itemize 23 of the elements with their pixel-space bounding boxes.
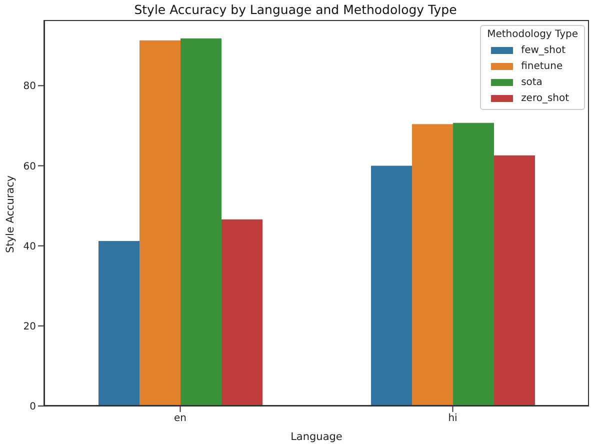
legend-label: finetune bbox=[521, 60, 563, 72]
bar bbox=[371, 166, 412, 406]
bar bbox=[494, 155, 535, 406]
bar bbox=[180, 38, 222, 406]
x-tick-label: en bbox=[174, 413, 186, 424]
legend-label: sota bbox=[521, 76, 542, 88]
y-tick-label: 60 bbox=[23, 161, 36, 172]
x-tick-label: hi bbox=[448, 413, 458, 424]
bar bbox=[453, 122, 494, 406]
y-tick-label: 0 bbox=[30, 402, 36, 413]
bar bbox=[140, 40, 180, 406]
bar bbox=[222, 219, 262, 406]
legend-label: few_shot bbox=[521, 44, 566, 56]
bar bbox=[412, 124, 453, 406]
legend-title: Methodology Type bbox=[487, 29, 578, 40]
chart-title: Style Accuracy by Language and Methodology Type bbox=[133, 2, 458, 17]
y-tick-label: 80 bbox=[23, 81, 36, 92]
y-tick-label: 40 bbox=[23, 241, 36, 252]
bar bbox=[98, 241, 140, 406]
y-axis-title: Style Accuracy bbox=[4, 175, 17, 253]
legend-label: zero_shot bbox=[521, 92, 570, 104]
y-tick-label: 20 bbox=[23, 321, 36, 332]
x-axis-title: Language bbox=[290, 431, 342, 443]
